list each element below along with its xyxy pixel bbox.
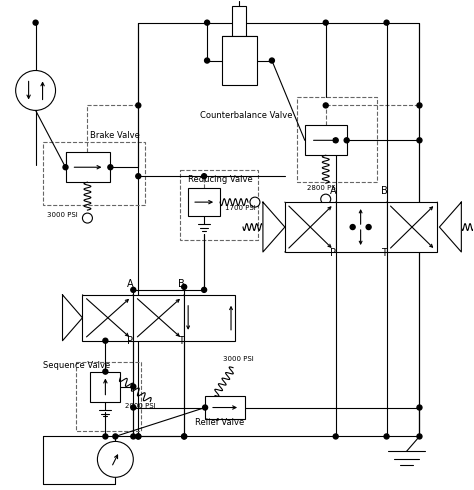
Bar (205, 395, 245, 419)
Bar (285, 202, 336, 252)
Circle shape (131, 434, 136, 439)
Circle shape (333, 138, 338, 143)
Circle shape (321, 194, 331, 204)
Text: Relief Valve: Relief Valve (195, 418, 245, 427)
Bar (65, 152, 110, 182)
Circle shape (250, 197, 260, 207)
Circle shape (366, 224, 371, 229)
Text: Sequence Valve: Sequence Valve (43, 361, 110, 369)
Bar (387, 202, 438, 252)
Circle shape (16, 71, 55, 110)
Circle shape (384, 434, 389, 439)
Circle shape (417, 405, 422, 410)
Bar (297, 98, 376, 182)
Text: 3000 PSI: 3000 PSI (223, 356, 254, 362)
Text: 3000 PSI: 3000 PSI (46, 212, 77, 218)
Text: T: T (178, 336, 184, 346)
Text: 2800 PSI: 2800 PSI (307, 185, 337, 191)
Text: B: B (178, 279, 185, 289)
Bar (180, 170, 258, 240)
Circle shape (136, 434, 141, 439)
Circle shape (63, 165, 68, 170)
Circle shape (82, 213, 92, 223)
Circle shape (108, 165, 113, 170)
Text: T: T (381, 248, 386, 258)
Circle shape (98, 441, 133, 477)
Circle shape (103, 434, 108, 439)
Circle shape (136, 174, 141, 179)
Circle shape (131, 287, 136, 293)
Bar (305, 125, 346, 155)
Circle shape (131, 384, 136, 389)
Circle shape (205, 58, 210, 63)
Text: A: A (128, 279, 134, 289)
Circle shape (205, 20, 210, 25)
Circle shape (182, 434, 187, 439)
Circle shape (182, 284, 187, 290)
Circle shape (103, 338, 108, 343)
Circle shape (113, 434, 118, 439)
Bar (76, 362, 141, 432)
Circle shape (384, 20, 389, 25)
Circle shape (323, 20, 328, 25)
Bar (188, 188, 220, 216)
Text: 1700 PSI: 1700 PSI (225, 205, 256, 211)
Circle shape (417, 103, 422, 108)
Circle shape (344, 138, 349, 143)
Circle shape (103, 369, 108, 374)
Circle shape (136, 103, 141, 108)
Bar (133, 295, 184, 341)
Circle shape (350, 224, 355, 229)
Circle shape (417, 434, 422, 439)
Bar (232, 6, 246, 36)
Circle shape (323, 103, 328, 108)
Text: P: P (330, 248, 336, 258)
Circle shape (33, 20, 38, 25)
Bar (336, 202, 387, 252)
Polygon shape (263, 202, 285, 252)
Text: Counterbalance Valve: Counterbalance Valve (200, 111, 292, 121)
Circle shape (201, 174, 207, 179)
Polygon shape (63, 295, 82, 341)
Text: Reducing Valve: Reducing Valve (188, 175, 253, 184)
Circle shape (136, 434, 141, 439)
Circle shape (182, 434, 187, 439)
Text: P: P (128, 336, 133, 346)
Circle shape (131, 405, 136, 410)
Circle shape (417, 138, 422, 143)
Circle shape (333, 434, 338, 439)
Text: Brake Valve: Brake Valve (91, 131, 140, 140)
Bar (184, 295, 235, 341)
Bar (82, 295, 133, 341)
Bar (43, 142, 145, 205)
Text: 2000 PSI: 2000 PSI (125, 402, 156, 409)
Bar (222, 36, 257, 85)
Polygon shape (439, 202, 461, 252)
Circle shape (201, 287, 207, 293)
Text: B: B (381, 186, 387, 196)
Text: A: A (330, 186, 337, 196)
Circle shape (202, 405, 208, 410)
Circle shape (269, 58, 274, 63)
Bar (91, 371, 120, 401)
